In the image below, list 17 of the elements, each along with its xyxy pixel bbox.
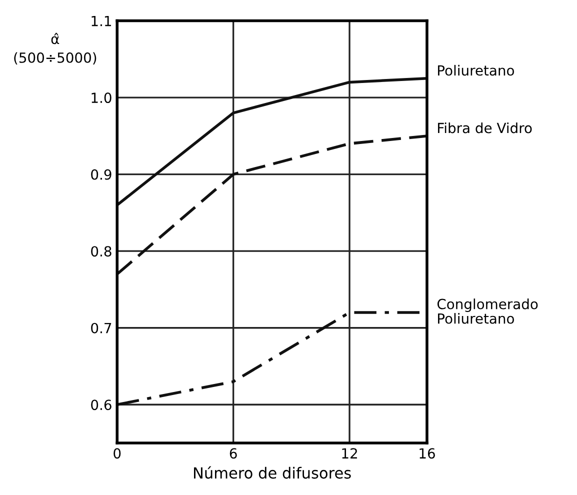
y-tick-label: 0.9 xyxy=(91,169,112,180)
line-series xyxy=(117,134,427,276)
x-tick-label: 12 xyxy=(342,448,357,458)
x-tick-label: 6 xyxy=(230,448,237,459)
y-tick-label: 0.8 xyxy=(91,246,112,257)
series-label: Poliuretano xyxy=(438,64,514,76)
line-series xyxy=(117,76,427,206)
y-axis-title: α̂ (500÷5000) xyxy=(14,32,96,65)
y-tick-label: 0.7 xyxy=(91,322,112,334)
y-tick-label: 1.1 xyxy=(92,16,111,26)
y-tick-label: 1.0 xyxy=(92,92,112,104)
series-label: Fibra de Vidro xyxy=(438,122,532,134)
y-tick-label: 0.6 xyxy=(91,400,112,410)
x-axis-title: Número de difusores xyxy=(194,466,351,479)
x-tick-label: 16 xyxy=(420,448,435,459)
x-tick-label: 0 xyxy=(114,448,121,459)
series-label: Conglomerado Poliuretano xyxy=(437,298,538,324)
